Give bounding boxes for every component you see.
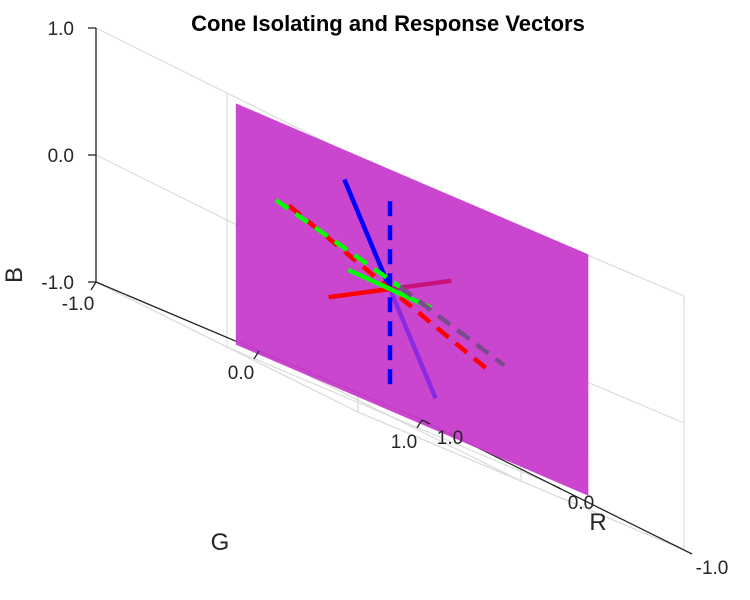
y-tick-label: 1.0 <box>391 432 417 453</box>
y-tick-label: 0.0 <box>228 363 254 384</box>
y-tick <box>253 350 260 360</box>
z-tick-label: 0.0 <box>48 146 74 167</box>
x-tick-label: -1.0 <box>696 558 729 579</box>
y-tick <box>416 419 423 429</box>
x-tick-label: 0.0 <box>568 493 594 514</box>
chart-title: Cone Isolating and Response Vectors <box>191 11 585 36</box>
data-layer <box>235 103 589 496</box>
tick-layer: -1.0 0.0 1.0 -1.0 0.0 1.0 -1.0 0.0 1.0 <box>41 19 728 579</box>
z-tick-label: 1.0 <box>48 19 74 40</box>
x-tick <box>421 419 431 425</box>
y-tick-label: -1.0 <box>62 294 95 315</box>
x-axis-label: R <box>589 509 606 536</box>
series-line-6 <box>347 267 433 311</box>
series-line-1 <box>387 288 438 400</box>
x-tick-label: 1.0 <box>437 428 463 449</box>
grid-line <box>95 281 359 413</box>
series-line-0 <box>342 178 393 290</box>
x-tick <box>683 549 693 555</box>
z-tick-label: -1.0 <box>41 273 74 294</box>
y-axis-label: G <box>211 529 230 556</box>
series-line-8 <box>398 284 506 368</box>
x-tick <box>552 484 562 490</box>
y-tick <box>90 281 97 291</box>
series-line-7 <box>274 198 402 289</box>
series-line-3 <box>328 286 391 300</box>
z-axis-label: B <box>1 267 28 283</box>
